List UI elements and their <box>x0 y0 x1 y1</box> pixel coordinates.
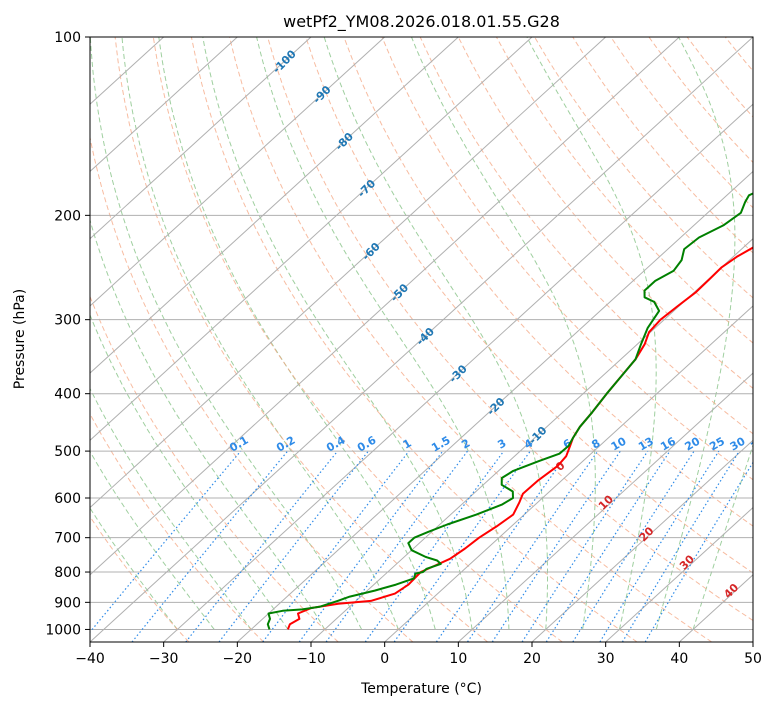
dry-adiabats <box>90 37 753 642</box>
moist-adiabat-line <box>655 37 736 630</box>
mixing-ratio-line <box>185 450 339 642</box>
x-tick-label: −20 <box>223 651 253 667</box>
mixing-ratio-line <box>466 450 599 642</box>
x-tick-label: 20 <box>523 651 541 667</box>
moist-adiabat-line <box>90 507 178 630</box>
moist-adiabat-line <box>692 443 753 630</box>
dry-adiabat-line <box>495 37 753 344</box>
y-tick-label: 400 <box>54 387 81 403</box>
dry-adiabat-line <box>190 37 638 642</box>
dry-adiabat-line <box>381 37 753 481</box>
mixing-ratio-label: 36 <box>748 434 768 453</box>
moist-adiabat-line <box>256 37 510 630</box>
isotherm-line <box>605 506 753 642</box>
y-tick-label: 500 <box>54 444 81 460</box>
y-axis-ticks: 100 200 300 400 500 600 700 800 900 1000 <box>45 30 90 638</box>
isotherm-line <box>90 37 533 442</box>
moist-adiabat-line <box>90 387 252 630</box>
x-tick-label: −40 <box>75 651 105 667</box>
mixing-ratio-line <box>572 450 695 642</box>
isotherm-line <box>457 372 753 642</box>
isotherm-line <box>90 37 312 240</box>
mixing-ratio-labels: 0.10.20.40.611.52346810131620253036 <box>227 433 768 454</box>
isotherm-line <box>90 37 753 642</box>
dry-adiabat-line <box>152 37 563 642</box>
x-tick-label: 10 <box>449 651 467 667</box>
plot-area: -100-90-80-70-60-50-40-30-20-10 0.1 0.2 0.… <box>90 37 768 642</box>
mixing-ratio-line <box>545 450 671 642</box>
y-tick-label: 700 <box>54 531 81 547</box>
x-axis-label: Temperature (°C) <box>360 681 482 697</box>
mixing-ratio-line <box>364 450 505 642</box>
dry-adiabat-line <box>267 37 753 622</box>
isotherm-line <box>531 439 753 642</box>
profile-series <box>266 192 753 630</box>
isotherm-line <box>384 305 753 642</box>
moist-adiabat-line <box>90 37 363 630</box>
x-axis-ticks: −40 −30 −20 −10 0 10 20 30 40 50 <box>75 642 762 667</box>
mixing-ratio-line <box>491 450 621 642</box>
x-tick-label: 50 <box>744 651 762 667</box>
dry-adiabat-line <box>229 37 712 642</box>
moist-adiabat-line <box>90 313 289 630</box>
isotherm-line <box>90 37 386 307</box>
mixing-ratio-line <box>393 450 531 642</box>
dry-adiabat-line <box>114 37 488 642</box>
isotherm-line <box>90 37 680 576</box>
y-tick-label: 200 <box>54 208 81 224</box>
isotherm-line <box>90 37 459 374</box>
isotherm-line <box>90 37 607 509</box>
mixing-ratio-line <box>298 450 444 642</box>
chart-title: wetPf2_YM08.2026.018.01.55.G28 <box>283 12 560 32</box>
x-tick-label: 30 <box>597 651 615 667</box>
mixing-ratio-line <box>90 450 242 633</box>
dry-adiabat-line <box>457 37 753 389</box>
mixing-ratio-line <box>325 450 468 642</box>
dry-adiabat-line <box>90 412 264 642</box>
y-tick-label: 100 <box>54 30 81 46</box>
y-tick-label: 900 <box>54 595 81 611</box>
isotherm-gridlines <box>90 37 753 642</box>
moist-adiabat-line <box>526 37 657 630</box>
dry-adiabat-line <box>343 37 753 527</box>
x-tick-label: 40 <box>670 651 688 667</box>
mixing-ratio-line <box>621 450 740 642</box>
mixing-ratio-line <box>435 450 570 642</box>
isotherm-line <box>163 103 753 642</box>
mixing-ratio-line <box>262 450 410 642</box>
dry-adiabat-line <box>305 37 753 574</box>
y-tick-label: 1000 <box>45 622 81 638</box>
y-tick-label: 300 <box>54 313 81 329</box>
dry-adiabat-line <box>419 37 753 435</box>
mixing-ratio-line <box>521 450 649 642</box>
x-tick-label: −10 <box>296 651 326 667</box>
isotherm-line <box>90 37 238 173</box>
y-tick-label: 800 <box>54 565 81 581</box>
x-tick-label: 0 <box>380 651 389 667</box>
mixing-ratio-lines <box>90 450 753 642</box>
dry-adiabat-line <box>534 37 753 299</box>
moist-adiabat-line <box>323 37 548 630</box>
moist-adiabat-line <box>121 37 399 630</box>
y-axis-label: Pressure (hPa) <box>12 289 28 389</box>
mixing-ratio-line <box>131 450 289 642</box>
plot-frame <box>89 36 754 643</box>
moist-adiabat-line <box>411 37 596 630</box>
isotherm-line <box>236 170 753 642</box>
moist-adiabat-line <box>90 218 326 630</box>
x-tick-label: −30 <box>149 651 179 667</box>
dewpoint-profile-line <box>266 192 753 630</box>
moist-adiabat-line <box>158 37 436 630</box>
y-tick-label: 600 <box>54 491 81 507</box>
moist-adiabat-line <box>90 450 215 630</box>
